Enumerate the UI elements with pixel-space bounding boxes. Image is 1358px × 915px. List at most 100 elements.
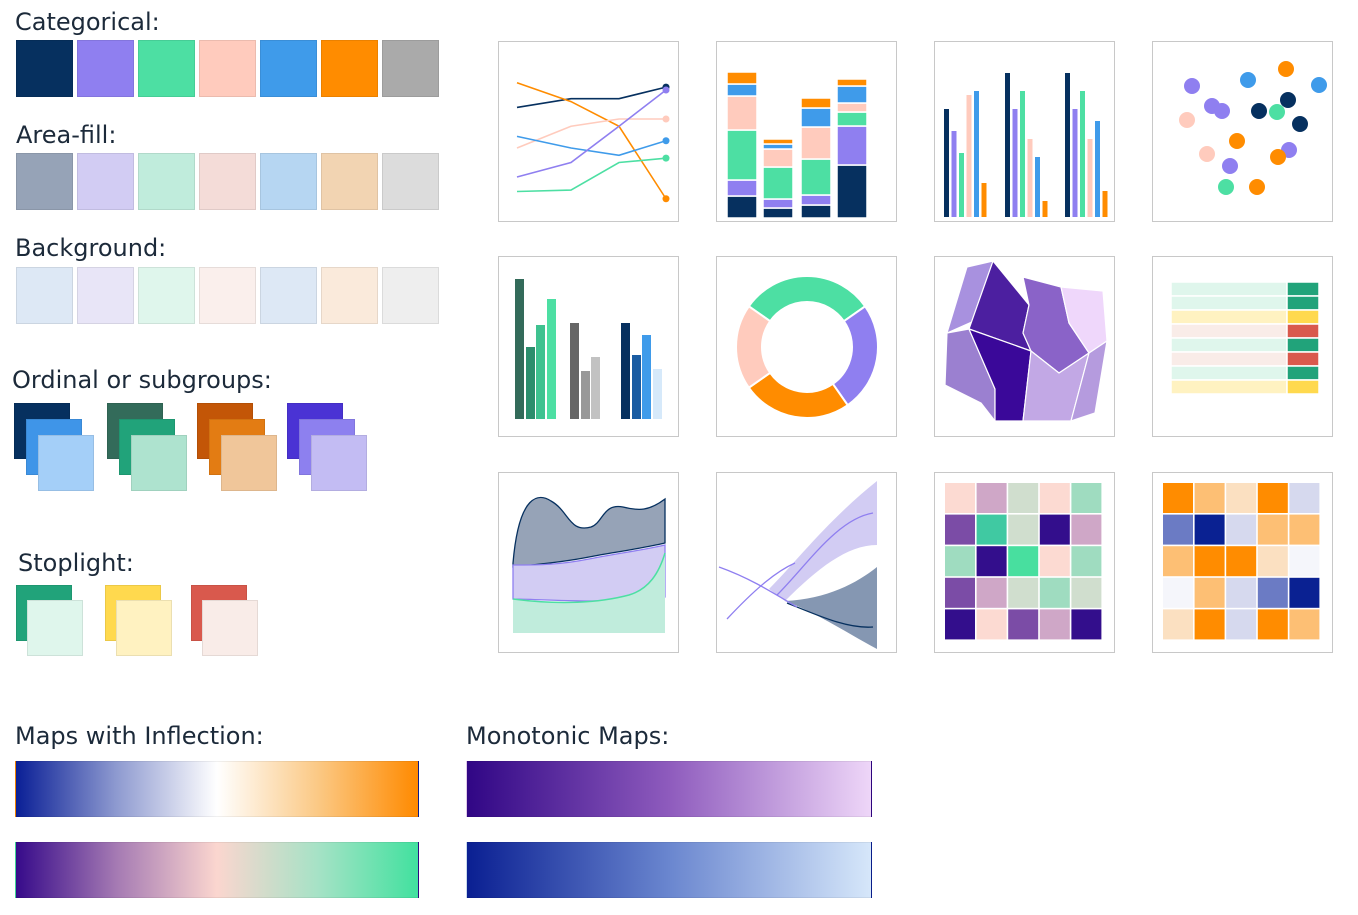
heatmap-cell xyxy=(1008,546,1039,577)
categorical-swatch xyxy=(16,40,73,97)
line-chart xyxy=(516,81,670,203)
categorical-swatch xyxy=(77,40,134,97)
ordinal-swatch xyxy=(311,435,367,491)
band-chart xyxy=(718,481,877,649)
heatmap-cell xyxy=(1226,577,1257,608)
heatmap-cell xyxy=(1039,483,1070,513)
bar xyxy=(1065,73,1070,217)
heatmap-cell xyxy=(1226,483,1257,513)
categorical-swatch xyxy=(199,40,256,97)
line-end-point xyxy=(662,195,670,203)
scatter-chart xyxy=(1179,61,1327,195)
area-fill-swatch xyxy=(199,153,256,210)
map-thumbnail xyxy=(934,256,1115,437)
donut-slice xyxy=(747,371,850,419)
scatter-thumbnail xyxy=(1152,41,1333,222)
heatmap-cell xyxy=(1194,546,1225,577)
bar xyxy=(951,131,957,217)
heatmap-cell xyxy=(976,483,1007,513)
heatmap-cell xyxy=(1194,514,1225,545)
line-series xyxy=(516,86,667,109)
heatmap-cell xyxy=(1163,577,1193,608)
donut-chart xyxy=(735,275,879,419)
heatmap-cell xyxy=(1289,483,1320,513)
heatmap-cell xyxy=(976,514,1007,545)
area-fill-swatch xyxy=(77,153,134,210)
heatmap-cell xyxy=(945,546,975,577)
background-swatch xyxy=(382,267,439,324)
heatmap-cell xyxy=(1289,514,1320,545)
heatmap-cell xyxy=(1039,514,1070,545)
heatmap-cell xyxy=(1257,609,1288,640)
background-swatch xyxy=(77,267,134,324)
heatmap-cell xyxy=(1289,609,1320,640)
heatmap-cell xyxy=(976,577,1007,608)
heatmap-cell xyxy=(976,609,1007,640)
heatmap-diverging-thumbnail xyxy=(1152,472,1333,653)
categorical-label: Categorical: xyxy=(15,8,160,36)
ordinal-swatch xyxy=(131,435,187,491)
categorical-heatmap xyxy=(945,483,1102,640)
bar xyxy=(1087,139,1093,217)
heatmap-cell xyxy=(1163,514,1193,545)
heatmap-cell xyxy=(1163,483,1193,513)
area-fill-swatch xyxy=(138,153,195,210)
area-chart xyxy=(512,496,666,633)
area-fill-swatch xyxy=(260,153,317,210)
heatmap-cell xyxy=(1257,546,1288,577)
categorical-swatch xyxy=(260,40,317,97)
bar xyxy=(1012,109,1018,217)
maps-inflection-label: Maps with Inflection: xyxy=(15,722,264,750)
heatmap-cell xyxy=(1071,483,1102,513)
area-fill-swatch xyxy=(16,153,73,210)
donut-thumbnail xyxy=(716,256,897,437)
heatmap-cell xyxy=(945,577,975,608)
bar xyxy=(1020,91,1025,217)
heatmap-cell xyxy=(1039,609,1070,640)
line-series xyxy=(516,157,667,193)
background-swatch xyxy=(138,267,195,324)
categorical-swatch xyxy=(138,40,195,97)
stoplight-swatch xyxy=(116,600,172,656)
background-swatch xyxy=(199,267,256,324)
heatmap-cell xyxy=(1257,577,1288,608)
grouped-bar-thumbnail xyxy=(934,41,1115,222)
area-fill-label: Area-fill: xyxy=(16,121,117,149)
heatmap-cell xyxy=(1163,546,1193,577)
heatmap-cell xyxy=(1194,609,1225,640)
heatmap-cell xyxy=(1039,546,1070,577)
heatmap-cell xyxy=(1039,577,1070,608)
bar xyxy=(966,95,972,217)
line-end-point xyxy=(662,154,670,162)
bar xyxy=(1080,91,1085,217)
donut-slice xyxy=(747,275,867,323)
line-end-point xyxy=(662,86,670,94)
heatmap-cell xyxy=(945,483,975,513)
heatmap-cell xyxy=(1071,546,1102,577)
heatmap-cell xyxy=(1163,609,1193,640)
table-thumbnail xyxy=(1152,256,1333,437)
inflection-map-bar xyxy=(15,842,419,898)
bar xyxy=(1035,157,1040,217)
monotonic-map-bar xyxy=(466,761,872,817)
choropleth-map xyxy=(944,260,1108,422)
bar xyxy=(1027,139,1033,217)
line-series xyxy=(516,81,667,200)
monotonic-map-bar xyxy=(466,842,872,898)
stoplight-swatch xyxy=(27,600,83,656)
heatmap-cell xyxy=(1008,577,1039,608)
ordinal-bar-chart xyxy=(515,279,662,419)
ordinal-swatch xyxy=(221,435,277,491)
grouped-bar-chart xyxy=(944,73,1108,217)
heatmap-cell xyxy=(1071,577,1102,608)
heatmap-cell xyxy=(1226,514,1257,545)
bar xyxy=(944,109,949,217)
bar xyxy=(981,183,987,217)
ordinal-label: Ordinal or subgroups: xyxy=(12,366,272,394)
background-label: Background: xyxy=(15,234,167,262)
table-chart xyxy=(1170,281,1320,395)
line-chart-thumbnail xyxy=(498,41,679,222)
heatmap-cell xyxy=(1071,514,1102,545)
heatmap-cell xyxy=(1257,483,1288,513)
band-chart-thumbnail xyxy=(716,472,897,653)
